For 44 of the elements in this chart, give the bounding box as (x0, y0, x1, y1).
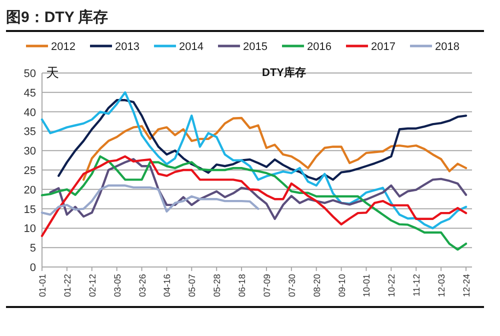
y-tick-label: 5 (30, 242, 36, 255)
y-tick-label: 20 (24, 184, 36, 196)
legend-label: 2014 (179, 41, 204, 53)
x-tick-label: 06-18 (237, 274, 248, 298)
y-tick-label: 35 (24, 126, 36, 138)
x-tick-label: 11-12 (412, 274, 422, 296)
legend-label: 2017 (371, 41, 396, 53)
x-tick-label: 05-07 (187, 274, 198, 298)
chart-subtitle: DTY库存 (262, 66, 306, 79)
x-tick-label: 05-28 (212, 274, 222, 298)
x-tick-label: 02-12 (87, 274, 98, 298)
legend-label: 2016 (307, 41, 332, 53)
y-tick-label: 30 (24, 146, 36, 158)
x-tick-label: 10-22 (386, 274, 397, 298)
x-tick-label: 12-03 (436, 274, 447, 298)
legend-label: 2012 (51, 41, 76, 53)
y-tick-label: 10 (24, 223, 36, 236)
x-tick-label: 09-10 (336, 274, 347, 298)
y-tick-label: 40 (24, 106, 36, 119)
x-tick-label: 08-20 (312, 274, 322, 298)
legend-label: 2015 (243, 41, 268, 53)
line-series (58, 99, 468, 181)
x-tick-label: 04-16 (162, 274, 172, 298)
x-tick-label: 12-24 (462, 274, 472, 298)
chart-title: 图9：DTY 库存 (6, 8, 108, 26)
line-series (40, 184, 260, 216)
legend-label: 2018 (435, 41, 460, 53)
line-series (82, 116, 468, 181)
x-tick-label: 03-26 (137, 274, 148, 298)
line-series (40, 91, 468, 230)
x-tick-label: 01-01 (38, 274, 48, 298)
y-tick-label: 0 (30, 262, 36, 274)
line-series (49, 158, 468, 220)
y-tick-label: 45 (24, 87, 36, 100)
y-tick-label: 15 (24, 204, 36, 216)
x-tick-label: 03-05 (112, 274, 122, 298)
y-tick-label: 50 (24, 68, 36, 80)
y-tick-label: 25 (24, 165, 36, 177)
y-axis-title: 天 (46, 65, 59, 80)
x-tick-label: 01-22 (62, 274, 72, 298)
x-tick-label: 10-01 (362, 274, 372, 298)
legend-label: 2013 (115, 41, 140, 53)
x-tick-label: 07-30 (286, 274, 297, 298)
x-tick-label: 07-09 (262, 274, 272, 298)
